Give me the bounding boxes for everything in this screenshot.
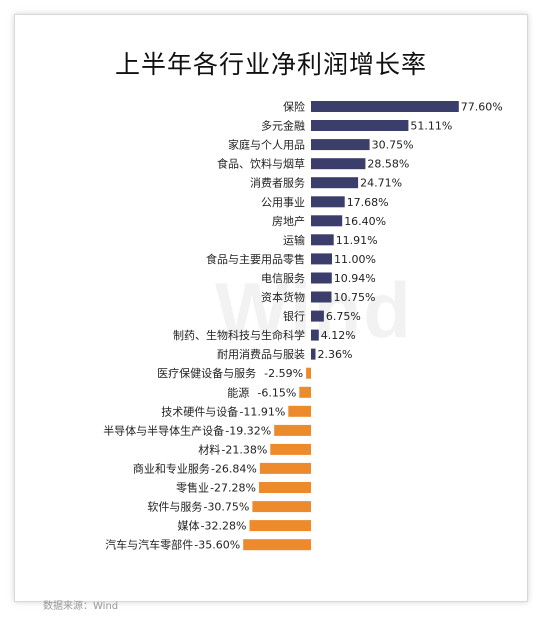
bar: [311, 215, 343, 227]
bar: [311, 234, 334, 246]
bar: [259, 462, 311, 474]
chart-frame: 上半年各行业净利润增长率 Wind 保险 77.60% 多元金融 51.11% 家庭与个…: [14, 14, 528, 612]
bar: [311, 139, 370, 151]
value-label: -30.75%: [203, 501, 249, 514]
category-label: 耐用消费品与服装: [217, 347, 305, 361]
category-label: 医疗保健设备与服务: [157, 366, 256, 380]
category-label: 运输: [283, 233, 305, 247]
value-label: -2.59%: [264, 367, 303, 380]
bar: [259, 482, 311, 493]
bar: [311, 272, 332, 284]
bar: [299, 386, 311, 398]
value-label: -21.38%: [221, 443, 267, 456]
bar: [311, 291, 332, 303]
value-label: -26.84%: [211, 462, 257, 475]
category-label: 多元金融: [261, 119, 305, 133]
value-label: -19.32%: [225, 424, 271, 437]
value-label: 77.60%: [461, 101, 503, 114]
bar: [306, 367, 311, 379]
category-label: 制药、生物科技与生命科学: [173, 328, 305, 342]
value-label: 30.75%: [372, 139, 414, 152]
value-label: 17.68%: [347, 196, 389, 209]
bar: [311, 329, 319, 341]
category-label: 技术硬件与设备: [161, 404, 238, 418]
value-label: 11.91%: [336, 234, 378, 247]
bar: [311, 253, 332, 265]
bar: [311, 101, 459, 112]
category-label: 软件与服务: [147, 500, 202, 514]
value-label: 6.75%: [326, 310, 361, 323]
category-label: 家庭与个人用品: [228, 138, 305, 152]
bar: [311, 196, 345, 208]
bar: [311, 120, 409, 131]
bar: [311, 348, 316, 360]
value-label: 28.58%: [367, 158, 409, 171]
value-label: -6.15%: [257, 386, 296, 399]
value-label: 10.75%: [334, 291, 376, 304]
bar-chart: 保险 77.60% 多元金融 51.11% 家庭与个人用品 30.75% 食品、饮料与烟草 2…: [103, 100, 503, 552]
value-label: 2.36%: [318, 348, 353, 361]
category-label: 材料: [198, 442, 220, 456]
value-label: -27.28%: [210, 482, 256, 495]
bar: [311, 177, 359, 189]
bar: [243, 539, 311, 551]
value-label: -35.60%: [194, 539, 240, 552]
category-label: 消费者服务: [250, 176, 305, 190]
bar: [311, 158, 366, 170]
category-label: 能源: [227, 385, 249, 399]
value-label: 51.11%: [410, 120, 452, 133]
value-label: 24.71%: [360, 177, 402, 190]
value-label: -11.91%: [239, 405, 285, 418]
category-label: 汽车与汽车零部件: [105, 538, 193, 552]
category-label: 资本货物: [261, 290, 305, 304]
category-label: 媒体: [178, 519, 200, 533]
bar: [252, 501, 311, 513]
category-label: 房地产: [272, 214, 305, 228]
data-source-note: 数据来源：Wind: [43, 601, 119, 612]
value-label: -32.28%: [201, 520, 247, 533]
bar: [274, 424, 311, 436]
bar: [288, 405, 311, 417]
chart-title: 上半年各行业净利润增长率: [114, 50, 427, 79]
bar: [311, 310, 324, 322]
category-label: 银行: [283, 309, 305, 323]
category-label: 保险: [283, 100, 305, 114]
category-label: 食品与主要用品零售: [206, 252, 305, 266]
value-label: 11.00%: [334, 253, 376, 266]
value-label: 4.12%: [321, 329, 356, 342]
category-label: 公用事业: [261, 196, 305, 209]
bar: [270, 443, 311, 455]
category-label: 电信服务: [261, 272, 305, 285]
category-label: 半导体与半导体生产设备: [103, 423, 224, 437]
category-label: 食品、饮料与烟草: [217, 157, 305, 171]
category-label: 零售业: [176, 481, 209, 495]
bar: [249, 520, 311, 532]
value-label: 10.94%: [334, 272, 376, 285]
value-label: 16.40%: [344, 215, 386, 228]
category-label: 商业和专业服务: [133, 461, 210, 475]
